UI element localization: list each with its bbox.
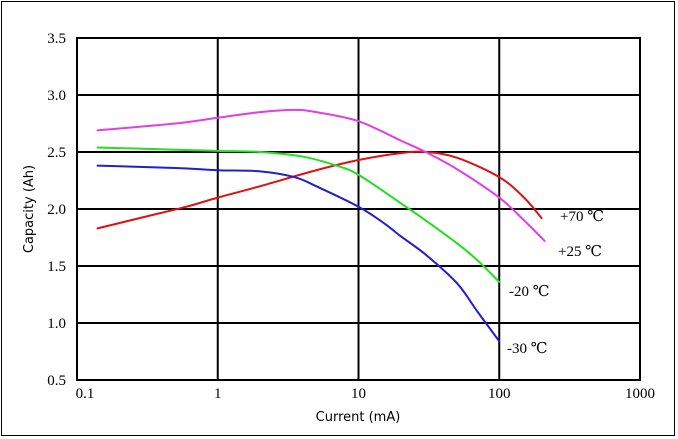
series-lines xyxy=(96,108,546,343)
y-axis-title: Capacity (Ah) xyxy=(22,165,37,253)
series-label: -20 ℃ xyxy=(509,284,550,300)
x-tick-label: 100 xyxy=(488,386,511,402)
x-axis-title: Current (mA) xyxy=(316,410,401,425)
y-tick-label: 3.0 xyxy=(47,88,66,104)
y-tick-label: 2.5 xyxy=(47,145,66,161)
series-line xyxy=(96,164,501,343)
x-tick-label: 1000 xyxy=(625,386,655,402)
x-tick-label: 1 xyxy=(214,386,222,402)
y-tick-label: 1.5 xyxy=(47,259,66,275)
y-tick-label: 0.5 xyxy=(47,373,66,389)
series-labels: +70 ℃ +25 ℃ -20 ℃ -30 ℃ xyxy=(507,209,604,357)
series-label: +70 ℃ xyxy=(560,209,604,225)
x-tick-label: 10 xyxy=(351,386,366,402)
x-tick-label: 0.1 xyxy=(76,386,95,402)
series-label: -30 ℃ xyxy=(507,341,548,357)
plot-area-border xyxy=(76,37,641,381)
y-tick-label: 2.0 xyxy=(47,202,66,218)
y-tick-label: 1.0 xyxy=(47,316,66,332)
series-label: +25 ℃ xyxy=(558,244,602,260)
x-tick-labels: 0.1 1 10 100 1000 xyxy=(76,386,655,402)
y-tick-label: 3.5 xyxy=(47,31,66,47)
series-line xyxy=(96,150,543,230)
series-line xyxy=(96,146,501,283)
y-tick-labels: 0.5 1.0 1.5 2.0 2.5 3.0 3.5 xyxy=(47,31,66,389)
series-line xyxy=(96,108,546,242)
grid xyxy=(76,37,641,381)
